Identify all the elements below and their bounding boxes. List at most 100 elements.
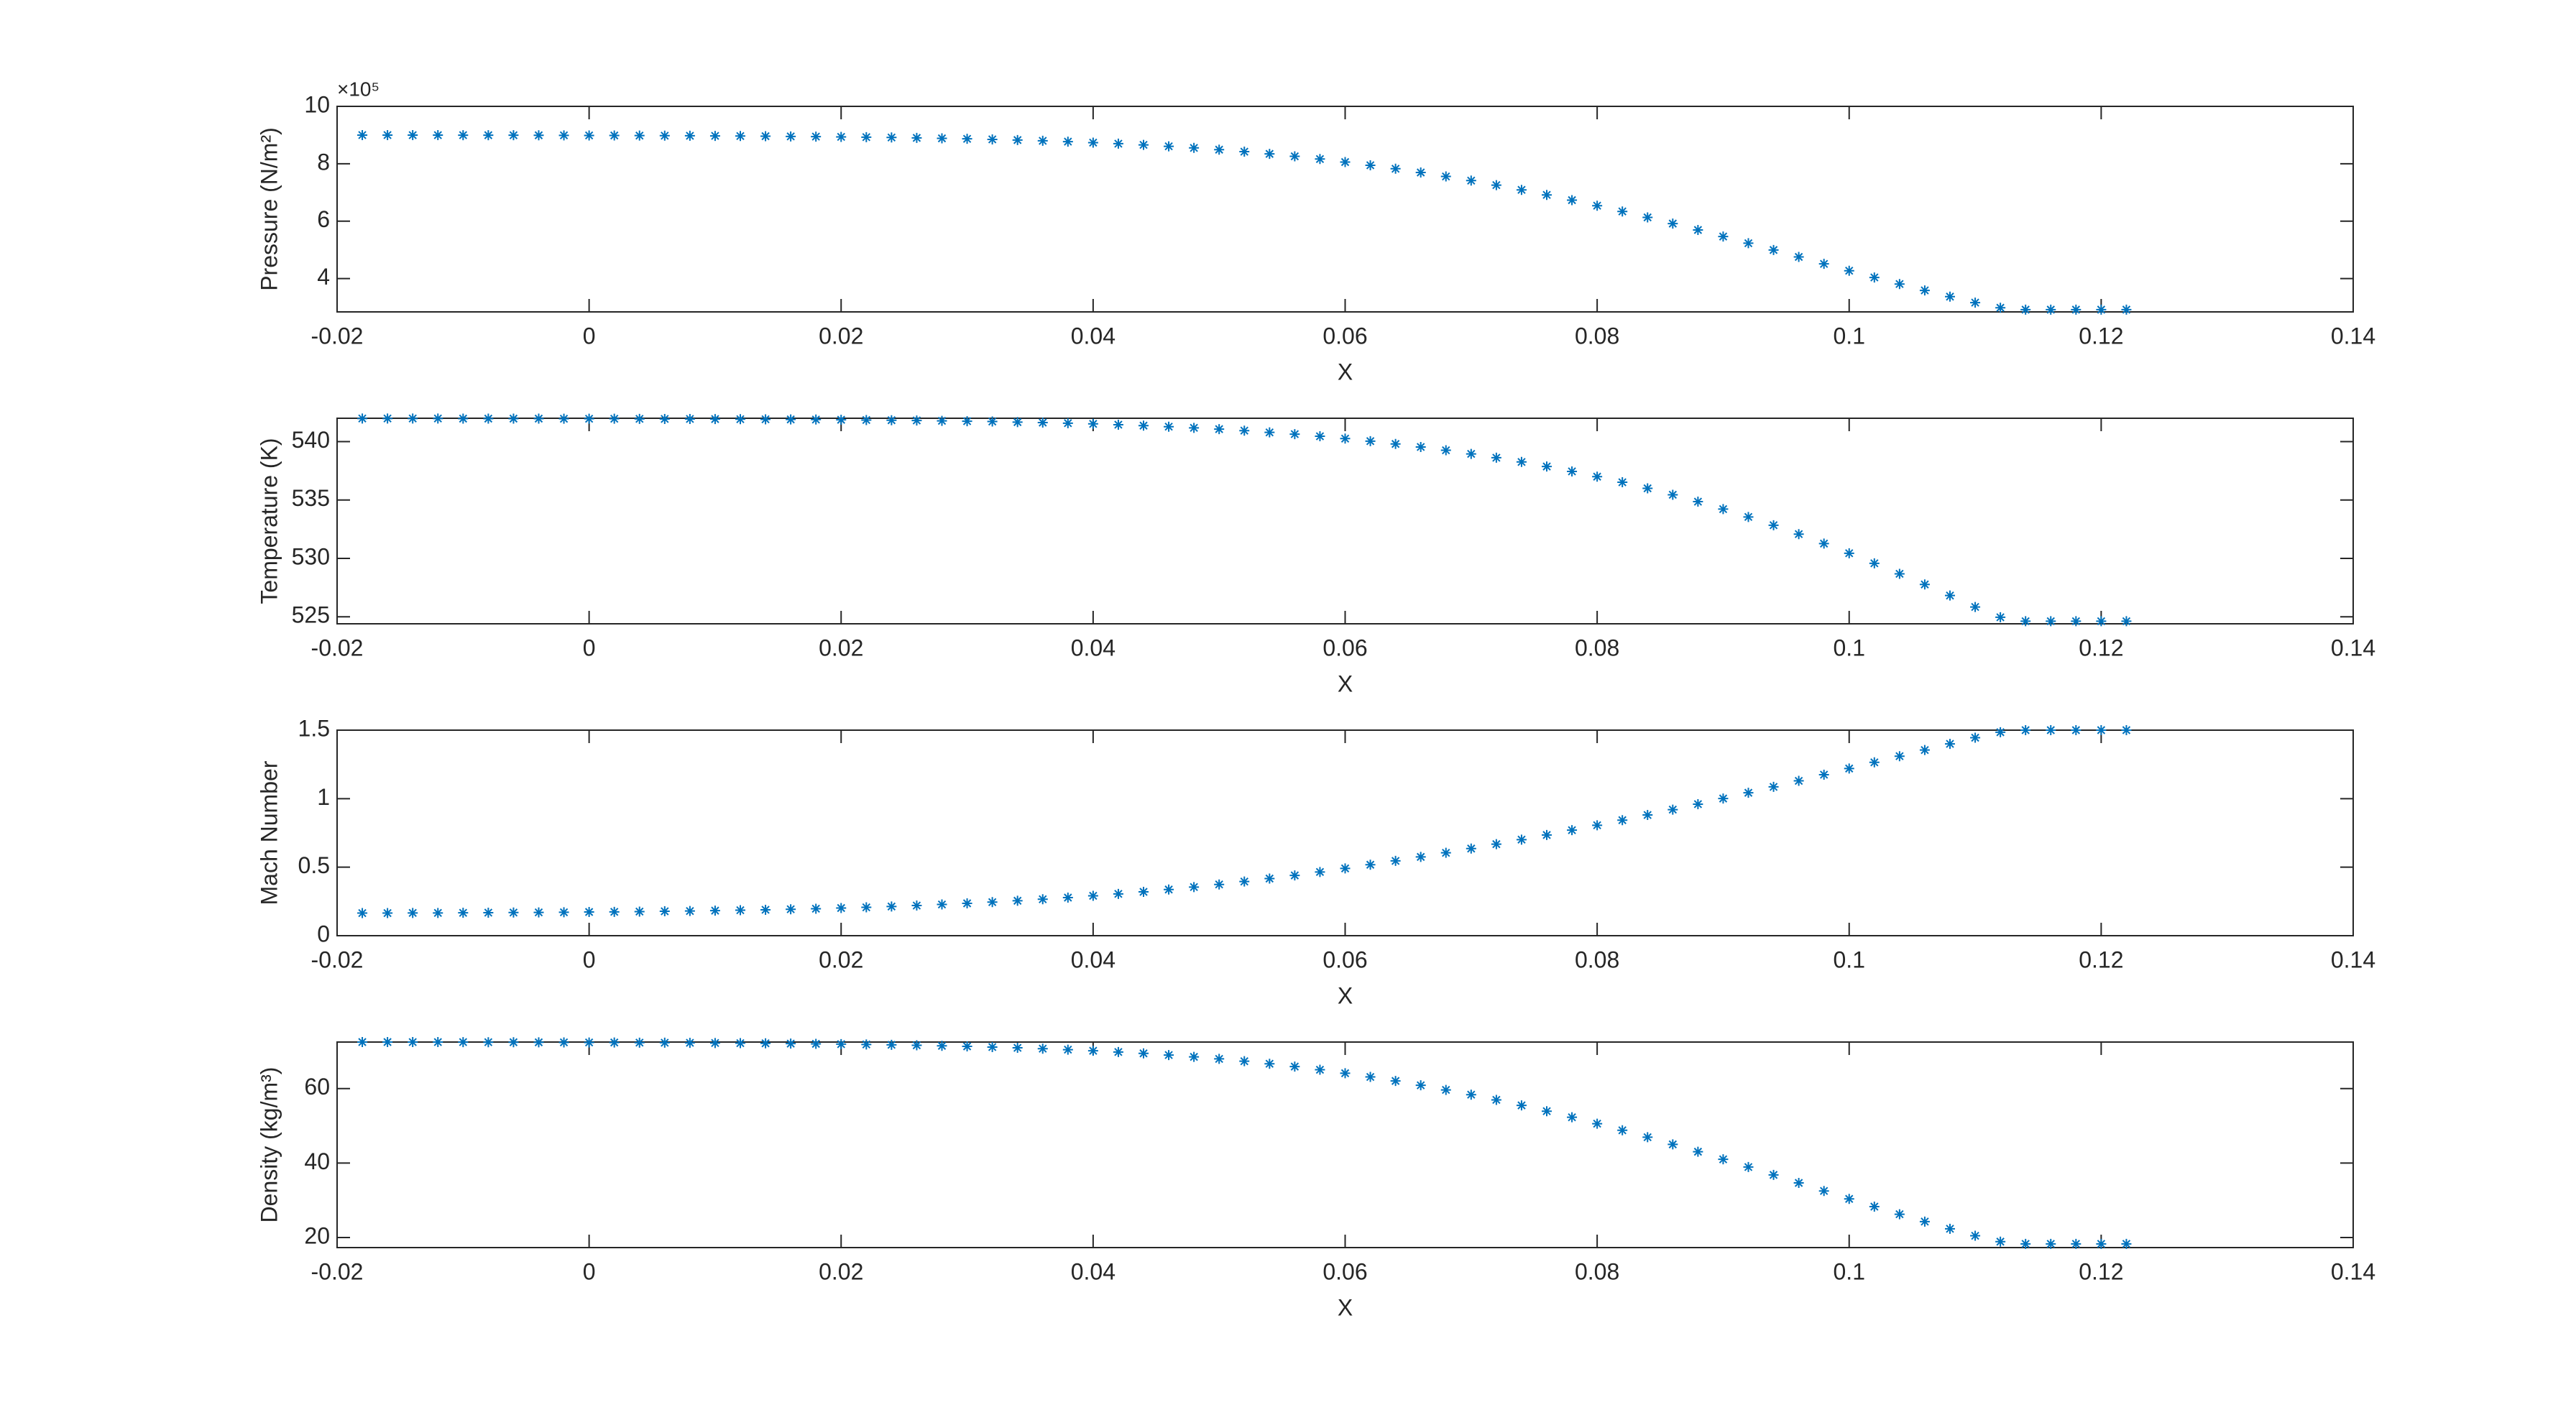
- x-tick-label: 0.08: [1575, 1258, 1619, 1284]
- marker: [609, 1037, 620, 1048]
- y-tick-label: 20: [304, 1222, 330, 1248]
- marker: [1264, 427, 1275, 438]
- marker: [2096, 1238, 2107, 1249]
- marker: [1642, 810, 1653, 821]
- x-tick-label: 0.12: [2079, 946, 2123, 972]
- marker: [1693, 224, 1703, 235]
- marker: [786, 414, 796, 425]
- marker: [433, 1037, 443, 1048]
- y-tick-label: 1.5: [298, 715, 330, 741]
- marker: [1919, 745, 1930, 755]
- marker: [458, 908, 469, 918]
- marker: [1768, 520, 1779, 530]
- marker: [1693, 798, 1703, 809]
- marker: [1466, 175, 1476, 186]
- marker: [987, 1041, 998, 1052]
- marker: [937, 1041, 947, 1051]
- marker: [1239, 425, 1250, 436]
- x-tick-label: 0.04: [1071, 323, 1116, 349]
- y-tick-label: 535: [292, 485, 330, 511]
- marker: [1668, 804, 1678, 815]
- marker: [1138, 886, 1149, 897]
- marker: [1012, 134, 1023, 145]
- marker: [634, 413, 645, 424]
- marker: [1894, 568, 1905, 579]
- marker: [1642, 1132, 1653, 1143]
- marker: [760, 414, 771, 425]
- marker: [786, 1038, 796, 1049]
- marker: [886, 901, 897, 912]
- marker: [1390, 1076, 1401, 1087]
- marker: [634, 130, 645, 141]
- marker: [1466, 1089, 1476, 1100]
- marker: [1012, 895, 1023, 906]
- marker: [1062, 418, 1073, 428]
- marker: [1793, 775, 1804, 786]
- marker: [861, 415, 872, 425]
- marker: [1844, 548, 1854, 558]
- marker: [2071, 304, 2082, 315]
- marker: [433, 130, 443, 141]
- marker: [382, 1037, 393, 1047]
- marker: [1818, 538, 1829, 549]
- y-axis-label: Temperature (K): [256, 438, 282, 604]
- marker: [1894, 751, 1905, 762]
- y-axis-label: Density (kg/m³): [256, 1067, 282, 1223]
- marker: [1239, 1056, 1250, 1066]
- marker: [433, 908, 443, 918]
- marker: [1264, 873, 1275, 884]
- marker: [1995, 612, 2006, 622]
- marker: [911, 415, 922, 426]
- x-tick-label: 0.14: [2331, 323, 2375, 349]
- marker: [1440, 445, 1451, 456]
- marker: [1164, 421, 1174, 432]
- y-tick-label: 1: [317, 784, 330, 810]
- x-axis-label: X: [1338, 1294, 1353, 1320]
- marker: [962, 1041, 972, 1052]
- marker: [1642, 212, 1653, 223]
- marker: [1869, 272, 1880, 283]
- x-tick-label: 0.02: [819, 323, 863, 349]
- marker: [1138, 139, 1149, 150]
- marker: [684, 1038, 695, 1049]
- x-tick-label: 0.1: [1834, 1258, 1865, 1284]
- y-tick-label: 60: [304, 1074, 330, 1100]
- marker: [1113, 1046, 1123, 1057]
- marker: [558, 1037, 569, 1048]
- x-axis-label: X: [1338, 359, 1353, 384]
- marker: [1340, 1068, 1351, 1079]
- marker: [1289, 1061, 1300, 1072]
- marker: [533, 413, 544, 424]
- x-tick-label: 0.12: [2079, 1258, 2123, 1284]
- marker: [1012, 1043, 1023, 1054]
- marker: [911, 132, 922, 143]
- marker: [760, 904, 771, 915]
- marker: [1390, 163, 1401, 174]
- marker: [1189, 142, 1200, 153]
- marker: [1491, 839, 1501, 849]
- marker: [1743, 512, 1754, 522]
- marker: [408, 1037, 418, 1048]
- marker: [2121, 725, 2132, 735]
- marker: [1138, 420, 1149, 431]
- marker: [433, 413, 443, 424]
- marker: [1743, 788, 1754, 798]
- y-axis-label: Pressure (N/m²): [256, 127, 282, 291]
- y-tick-label: 540: [292, 427, 330, 453]
- marker: [911, 1040, 922, 1051]
- marker: [1113, 419, 1123, 430]
- x-tick-label: 0.06: [1322, 323, 1367, 349]
- marker: [684, 130, 695, 141]
- marker: [1415, 852, 1426, 862]
- marker: [1365, 160, 1376, 170]
- x-tick-label: 0.08: [1575, 323, 1619, 349]
- marker: [483, 1037, 494, 1048]
- subplot: -0.02 0 0.02 0.04 0.06 0.08 0.1 0.12 0.1400.511.…: [256, 715, 2375, 1008]
- x-tick-label: 0.1: [1834, 323, 1865, 349]
- subplot: -0.02 0 0.02 0.04 0.06 0.08 0.1 0.12 0.14 20 40 60 X…: [256, 1037, 2375, 1320]
- marker: [1087, 418, 1098, 429]
- marker: [1567, 1112, 1578, 1123]
- marker: [584, 413, 594, 424]
- marker: [1214, 1054, 1225, 1064]
